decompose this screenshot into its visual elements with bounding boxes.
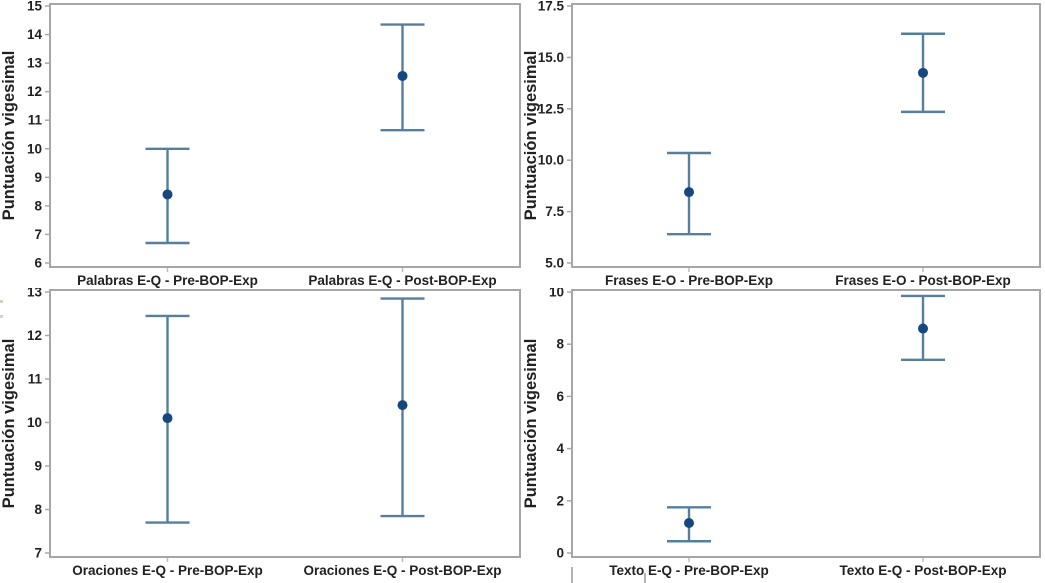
crop-artifact-tick (571, 567, 573, 583)
crop-artifact-mark (0, 315, 3, 318)
y-tick-label: 9 (34, 459, 42, 474)
y-tick-label: 6 (556, 389, 564, 404)
plot-area-border (571, 3, 1041, 268)
mean-marker (918, 323, 928, 334)
x-category-label: Texto E-Q - Post-BOP-Exp (839, 563, 1006, 578)
panel-frases: 5.0 7.5 10.0 12.5 15.0 17.5 Puntuación vigesim… (522, 0, 1045, 288)
y-tick-label: 8 (34, 198, 42, 213)
y-tick-label: 6 (34, 256, 42, 271)
y-tick-label: 11 (28, 372, 43, 387)
x-category-label: Oraciones E-Q - Post-BOP-Exp (303, 563, 501, 578)
panel-texto: 0 2 4 6 8 10 Puntuación vigesimal Texto E-Q - P… (522, 288, 1045, 583)
y-tick-label: 0 (556, 546, 564, 561)
interval-frases-post (901, 32, 945, 114)
plot-area-border (571, 289, 1041, 558)
y-tick-label: 15.0 (538, 50, 564, 65)
y-tick-label: 2 (556, 493, 564, 508)
x-category-label: Frases E-O - Post-BOP-Exp (835, 273, 1011, 288)
plot-area-border (49, 3, 521, 268)
y-tick-label: 12.5 (538, 101, 565, 116)
interval-texto-post (901, 294, 945, 362)
interval-frases-pre (667, 151, 711, 236)
y-tick-label: 9 (34, 170, 42, 185)
interval-plot-palabras-svg: 6 7 8 9 10 11 12 13 14 15 Puntuación vigesimal Pala… (0, 0, 521, 288)
y-tick-label: 10 (27, 141, 42, 156)
interval-plot-frases-svg: 5.0 7.5 10.0 12.5 15.0 17.5 Puntuación vigesim… (522, 0, 1041, 288)
y-tick-label: 14 (27, 27, 43, 42)
x-category-label: Frases E-O - Pre-BOP-Exp (605, 273, 773, 288)
mean-marker (397, 400, 408, 411)
interval-texto-pre (667, 506, 711, 543)
mean-marker (162, 189, 173, 200)
mean-marker (397, 70, 408, 81)
y-tick-label: 8 (556, 337, 564, 352)
y-axis-label: Puntuación vigesimal (522, 339, 540, 509)
mean-marker (684, 187, 694, 198)
y-tick-label: 15 (27, 0, 43, 14)
interval-plot-texto-svg: 0 2 4 6 8 10 Puntuación vigesimal Texto E-Q - P… (522, 288, 1041, 578)
plot-area-border (49, 289, 521, 558)
y-tick-label: 10 (549, 288, 564, 300)
mean-marker (162, 413, 173, 424)
y-tick-label: 13 (27, 56, 43, 71)
y-axis-label: Puntuación vigesimal (0, 339, 18, 509)
y-tick-label: 10.0 (538, 153, 564, 168)
x-category-label: Palabras E-Q - Pre-BOP-Exp (77, 273, 258, 288)
interval-palabras-post (380, 23, 425, 132)
interval-palabras-pre (145, 147, 190, 245)
y-tick-label: 10 (27, 415, 42, 430)
y-axis-label: Puntuación vigesimal (0, 51, 18, 221)
crop-artifact-tick (644, 573, 646, 583)
y-tick-label: 7 (34, 227, 42, 242)
y-tick-label: 7.5 (545, 204, 564, 219)
x-category-label: Texto E-Q - Pre-BOP-Exp (609, 563, 769, 578)
y-tick-label: 12 (27, 84, 42, 99)
interval-oraciones-pre (145, 314, 190, 524)
panel-oraciones: 7 8 9 10 11 12 13 Puntuación vigesimal Oraciones… (0, 288, 522, 583)
x-category-label: Palabras E-Q - Post-BOP-Exp (308, 273, 496, 288)
panel-palabras: 6 7 8 9 10 11 12 13 14 15 Puntuación vigesimal Pala… (0, 0, 522, 288)
y-tick-label: 7 (34, 546, 42, 561)
mean-marker (918, 67, 928, 78)
mean-marker (684, 517, 694, 528)
interval-oraciones-post (380, 297, 425, 518)
y-tick-label: 8 (34, 502, 42, 517)
y-tick-label: 11 (28, 113, 43, 128)
y-axis-label: Puntuación vigesimal (522, 51, 540, 221)
y-tick-label: 13 (27, 288, 43, 300)
y-tick-label: 5.0 (545, 256, 564, 271)
y-tick-label: 17.5 (538, 0, 565, 14)
interval-plot-oraciones-svg: 7 8 9 10 11 12 13 Puntuación vigesimal Oraciones… (0, 288, 521, 578)
y-tick-label: 4 (556, 441, 564, 456)
x-category-label: Oraciones E-Q - Pre-BOP-Exp (72, 563, 263, 578)
y-tick-label: 12 (27, 328, 42, 343)
crop-artifact-mark (0, 300, 3, 303)
